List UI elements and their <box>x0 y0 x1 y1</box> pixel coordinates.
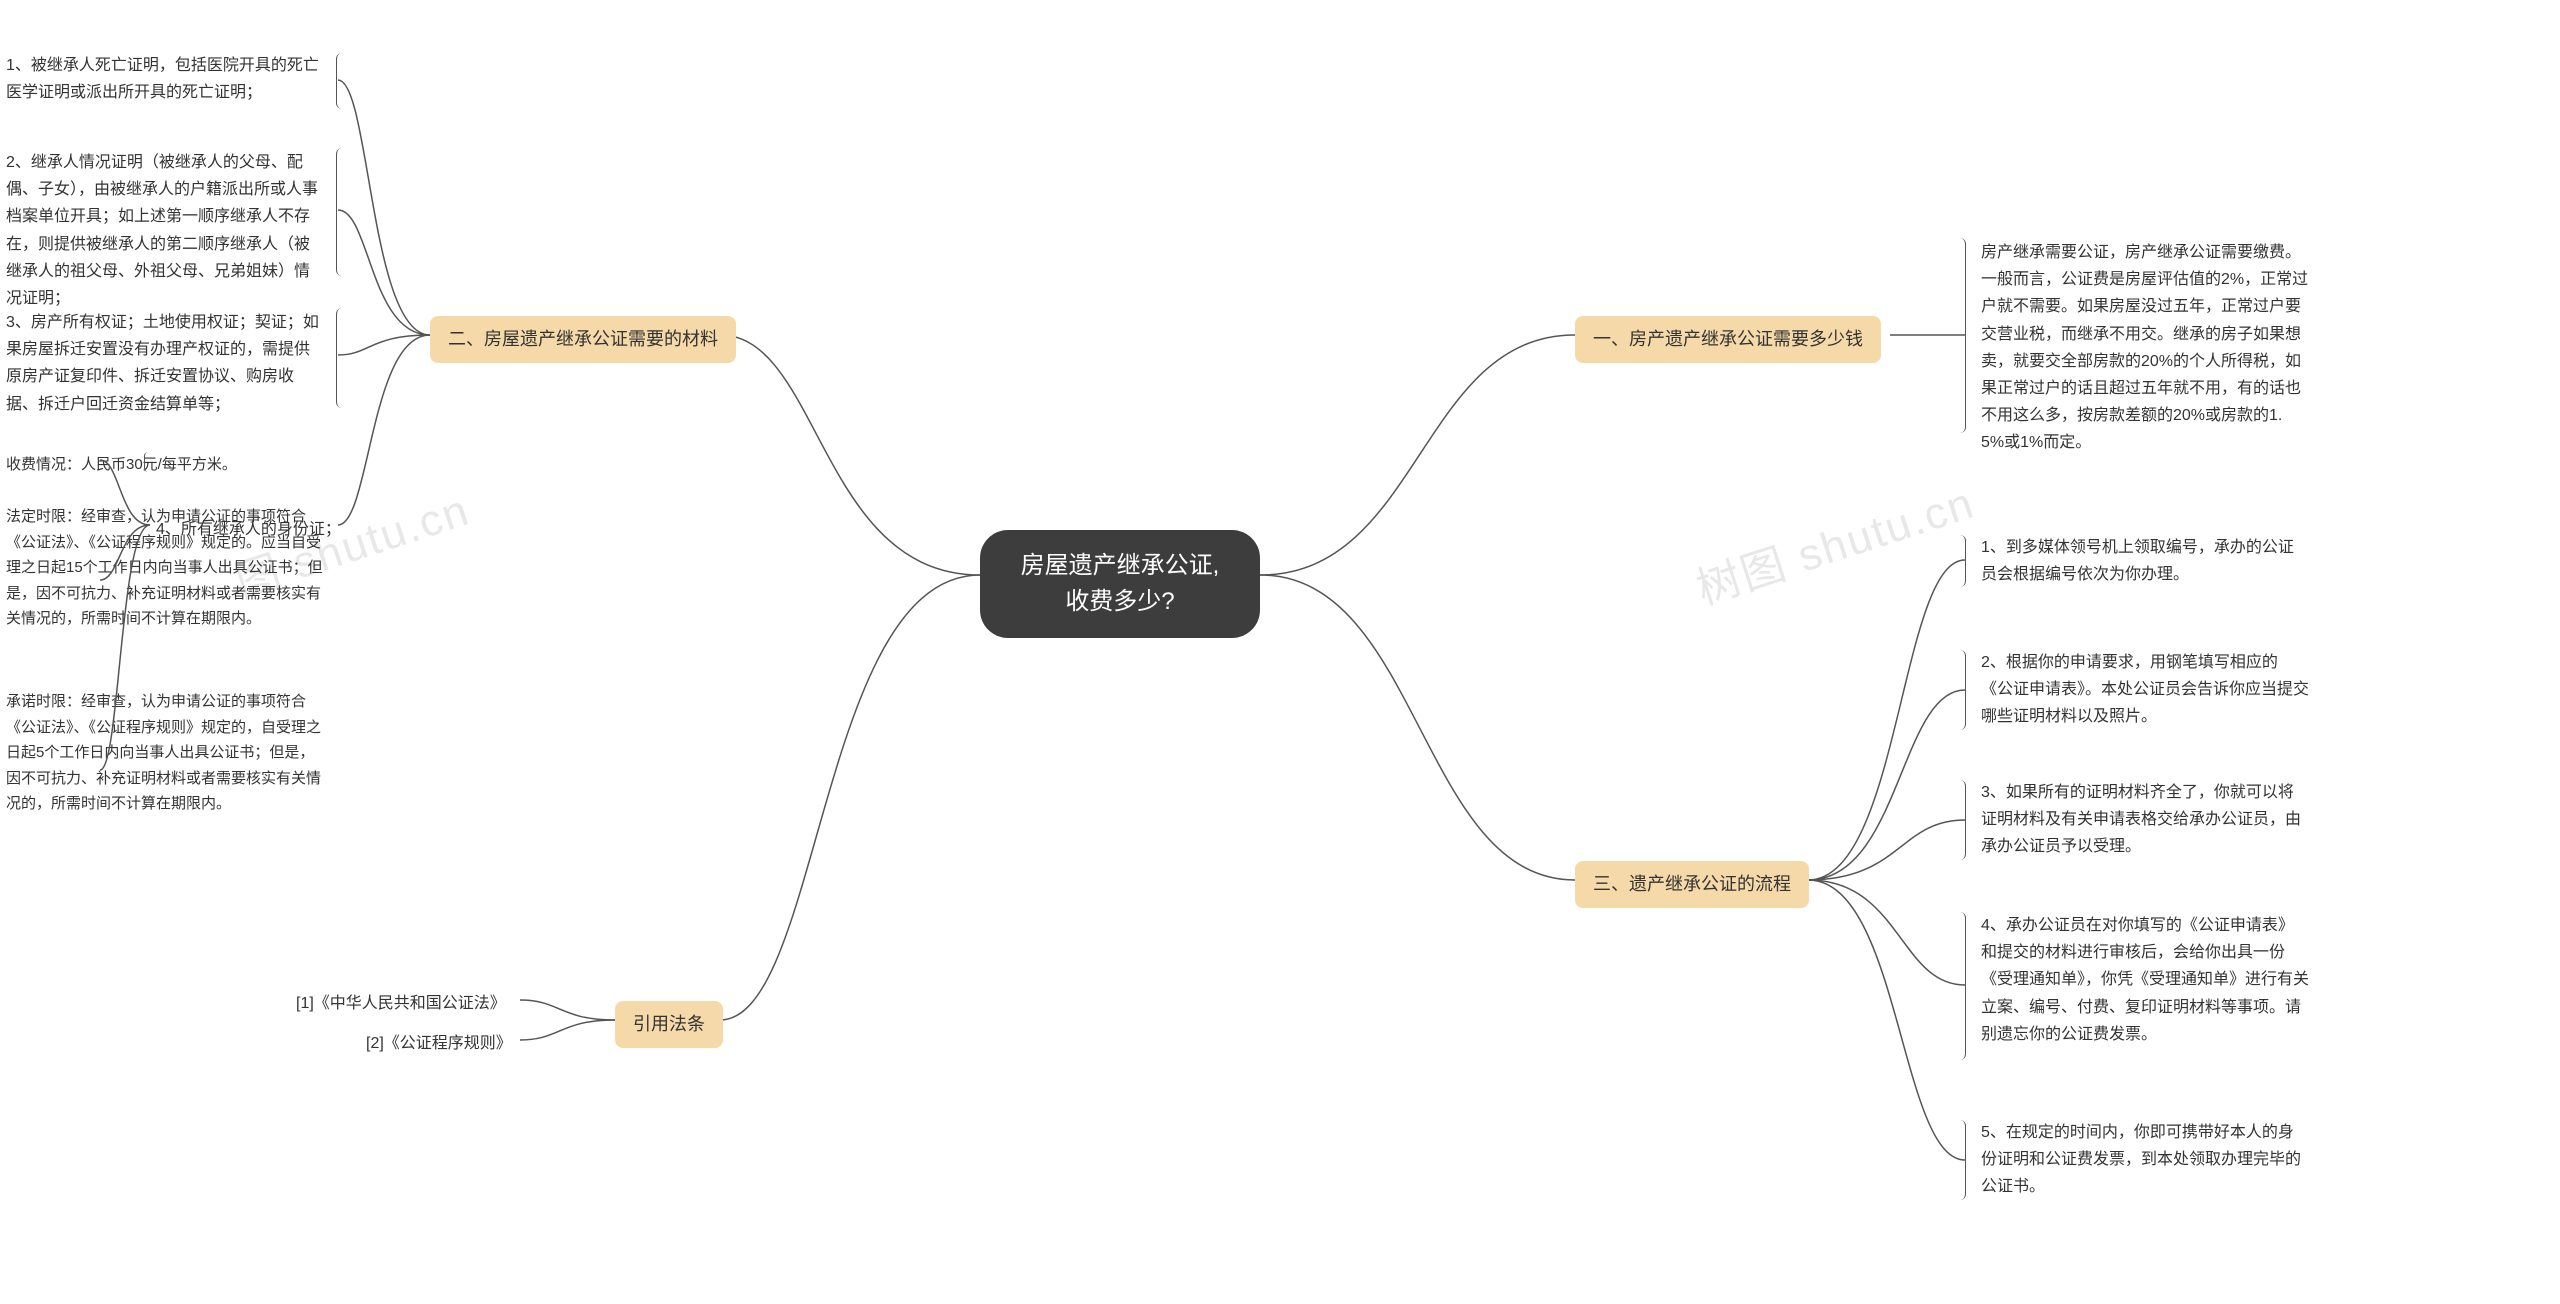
leaf-material-3: 3、房产所有权证；土地使用权证；契证；如果房屋拆迁安置没有办理产权证的，需提供原… <box>0 305 330 422</box>
leaf-process-4: 4、承办公证员在对你填写的《公证申请表》和提交的材料进行审核后，会给你出具一份《… <box>1975 908 2315 1052</box>
branch-process: 三、遗产继承公证的流程 <box>1575 861 1809 908</box>
bracket <box>1960 650 1966 730</box>
bracket <box>1960 535 1966 587</box>
leaf-material-2: 2、继承人情况证明（被继承人的父母、配偶、子女），由被继承人的户籍派出所或人事档… <box>0 145 330 316</box>
leaf-legal-time: 法定时限：经审查，认为申请公证的事项符合《公证法》、《公证程序规则》规定的。应当… <box>0 500 330 636</box>
leaf-fee-detail: 房产继承需要公证，房产继承公证需要缴费。一般而言，公证费是房屋评估值的2%，正常… <box>1975 235 2315 461</box>
branch-fee: 一、房产遗产继承公证需要多少钱 <box>1575 316 1881 363</box>
bracket <box>336 53 342 109</box>
branch-laws: 引用法条 <box>615 1001 723 1048</box>
bracket <box>1960 1120 1966 1200</box>
leaf-process-1: 1、到多媒体领号机上领取编号，承办的公证员会根据编号依次为你办理。 <box>1975 530 2315 592</box>
leaf-material-1: 1、被继承人死亡证明，包括医院开具的死亡医学证明或派出所开具的死亡证明； <box>0 48 330 110</box>
leaf-process-5: 5、在规定的时间内，你即可携带好本人的身份证明和公证费发票，到本处领取办理完毕的… <box>1975 1115 2315 1205</box>
bracket <box>336 308 342 408</box>
leaf-process-3: 3、如果所有的证明材料齐全了，你就可以将证明材料及有关申请表格交给承办公证员，由… <box>1975 775 2315 865</box>
bracket <box>1960 780 1966 860</box>
leaf-law-2: [2]《公证程序规则》 <box>360 1026 518 1061</box>
leaf-fee-rate: 收费情况：人民币30元/每平方米。 <box>0 448 330 482</box>
bracket <box>1960 912 1966 1060</box>
leaf-promise-time: 承诺时限：经审查，认为申请公证的事项符合《公证法》、《公证程序规则》规定的，自受… <box>0 685 330 821</box>
bracket <box>336 148 342 276</box>
watermark: 树图 shutu.cn <box>1687 467 1981 617</box>
branch-materials: 二、房屋遗产继承公证需要的材料 <box>430 316 736 363</box>
bracket <box>144 452 148 472</box>
root-node: 房屋遗产继承公证,收费多少? <box>980 530 1260 638</box>
leaf-law-1: [1]《中华人民共和国公证法》 <box>290 986 512 1021</box>
bracket <box>1960 238 1966 433</box>
leaf-process-2: 2、根据你的申请要求，用钢笔填写相应的《公证申请表》。本处公证员会告诉你应当提交… <box>1975 645 2315 735</box>
